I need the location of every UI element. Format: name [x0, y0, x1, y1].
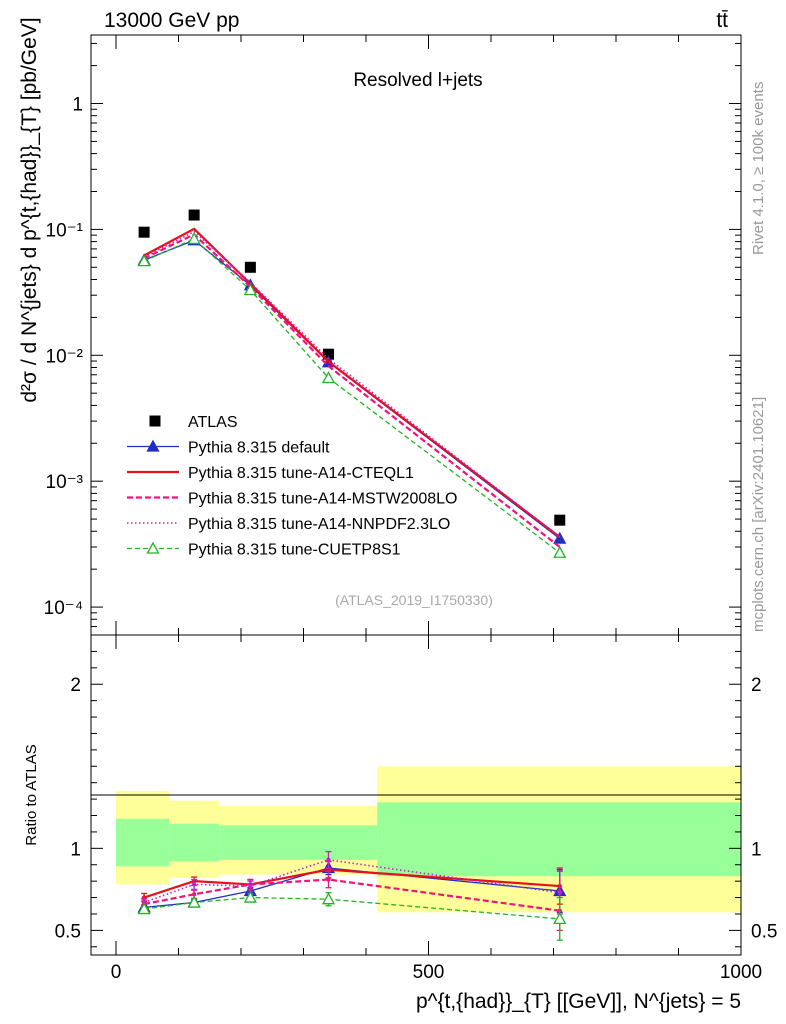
data-point	[553, 912, 567, 925]
data-point	[146, 541, 160, 554]
data-point	[553, 531, 567, 544]
analysis-watermark: (ATLAS_2019_I1750330)	[335, 592, 493, 608]
data-point	[321, 371, 336, 384]
ratio-y-tick-label: 1	[70, 839, 81, 860]
data-point	[243, 283, 257, 296]
main-curves	[137, 209, 567, 558]
data-point	[138, 226, 150, 238]
legend-entry: Pythia 8.315 tune-CUETP8S1	[127, 542, 401, 559]
series-line	[143, 230, 561, 538]
x-tick-label: 500	[413, 962, 445, 983]
legend-label: Pythia 8.315 default	[188, 440, 330, 457]
ratio-y-tick-label: 0.5	[55, 921, 81, 942]
band-green	[377, 802, 741, 877]
data-point	[187, 232, 201, 245]
legend: ATLAS Pythia 8.315 default Pythia 8.315 tu…	[127, 414, 457, 559]
data-point	[137, 902, 151, 915]
main-y-ticks: 10⁻⁴ 10⁻³ 10⁻² 10⁻¹ 1	[44, 42, 741, 636]
ratio-y-tick-label-right: 2	[751, 675, 762, 696]
y-tick-label: 10⁻¹	[46, 220, 84, 241]
band-green	[116, 818, 170, 867]
data-point	[554, 514, 566, 526]
rivet-label: Rivet 4.1.0, ≥ 100k events	[750, 82, 767, 255]
ratio-curves	[137, 850, 567, 941]
x-tick-label: 0	[111, 962, 122, 983]
main-y-axis-label: d²σ / d N^{jets} d p^{t,{had}}_{T} [pb/G…	[18, 17, 41, 402]
ratio-point	[326, 857, 331, 863]
y-tick-label: 1	[72, 94, 83, 115]
data-point	[243, 890, 257, 903]
data-point	[187, 895, 201, 908]
ratio-ticks: 0.5 0.5 1 1 2 2 0 500 1000	[55, 35, 777, 983]
ratio-frame	[90, 634, 742, 956]
legend-entry: Pythia 8.315 tune-A14-CTEQL1	[127, 465, 414, 482]
ratio-y-axis-label: Ratio to ATLAS	[23, 744, 40, 845]
legend-label: Pythia 8.315 tune-A14-NNPDF2.3LO	[188, 516, 450, 533]
x-tick-label: 1000	[720, 962, 762, 983]
ratio-plot: 0.5 0.5 1 1 2 2 0 500 1000 Ratio to ATLAS p^{t,{…	[23, 35, 777, 1013]
y-tick-label: 10⁻²	[46, 346, 84, 367]
header-right: tt̄	[716, 9, 728, 32]
data-point	[137, 254, 151, 267]
y-tick-label: 10⁻³	[46, 472, 84, 493]
legend-label: Pythia 8.315 tune-A14-MSTW2008LO	[188, 491, 457, 508]
series-3	[143, 233, 561, 548]
legend-label: Pythia 8.315 tune-CUETP8S1	[188, 542, 401, 559]
legend-entry: Pythia 8.315 default	[127, 440, 330, 457]
y-tick-label: 10⁻⁴	[44, 598, 83, 619]
legend-entry: Pythia 8.315 tune-A14-MSTW2008LO	[127, 491, 457, 508]
header-left: 13000 GeV pp	[104, 9, 239, 32]
ratio-point	[191, 882, 197, 887]
data-point	[321, 892, 336, 905]
data-point	[149, 415, 161, 427]
data-point	[146, 439, 160, 452]
series-0	[138, 209, 566, 526]
ratio-point	[191, 892, 197, 897]
ratio-uncertainty-bands	[116, 766, 741, 913]
ratio-point	[248, 883, 253, 889]
data-point	[553, 545, 567, 558]
series-4	[143, 230, 561, 538]
ratio-y-tick-label: 2	[70, 675, 81, 696]
ratio-y-tick-label-right: 0.5	[751, 921, 777, 942]
legend-entry: Pythia 8.315 tune-A14-NNPDF2.3LO	[127, 516, 450, 533]
band-green	[219, 825, 378, 860]
data-point	[244, 261, 256, 273]
mcplots-label: mcplots.cern.ch [arXiv:2401.10621]	[750, 397, 767, 632]
legend-label: Pythia 8.315 tune-A14-CTEQL1	[188, 465, 414, 482]
series-5	[137, 232, 567, 558]
main-plot: 10⁻⁴ 10⁻³ 10⁻² 10⁻¹ 1 Resolved l+jets (ATLAS…	[18, 17, 742, 636]
plot-title: Resolved l+jets	[353, 70, 482, 91]
ratio-y-tick-label-right: 1	[751, 839, 762, 860]
ratio-point	[326, 877, 331, 882]
ratio-point	[557, 890, 562, 895]
legend-entry: ATLAS	[149, 414, 238, 431]
series-line	[143, 233, 561, 548]
ratio-series-4	[137, 890, 567, 941]
data-point	[188, 209, 200, 221]
legend-label: ATLAS	[188, 414, 238, 431]
data-point	[323, 348, 334, 360]
x-axis-label: p^{t,{had}}_{T} [[GeV]], N^{jets} = 5	[416, 990, 741, 1013]
band-green	[169, 823, 220, 862]
